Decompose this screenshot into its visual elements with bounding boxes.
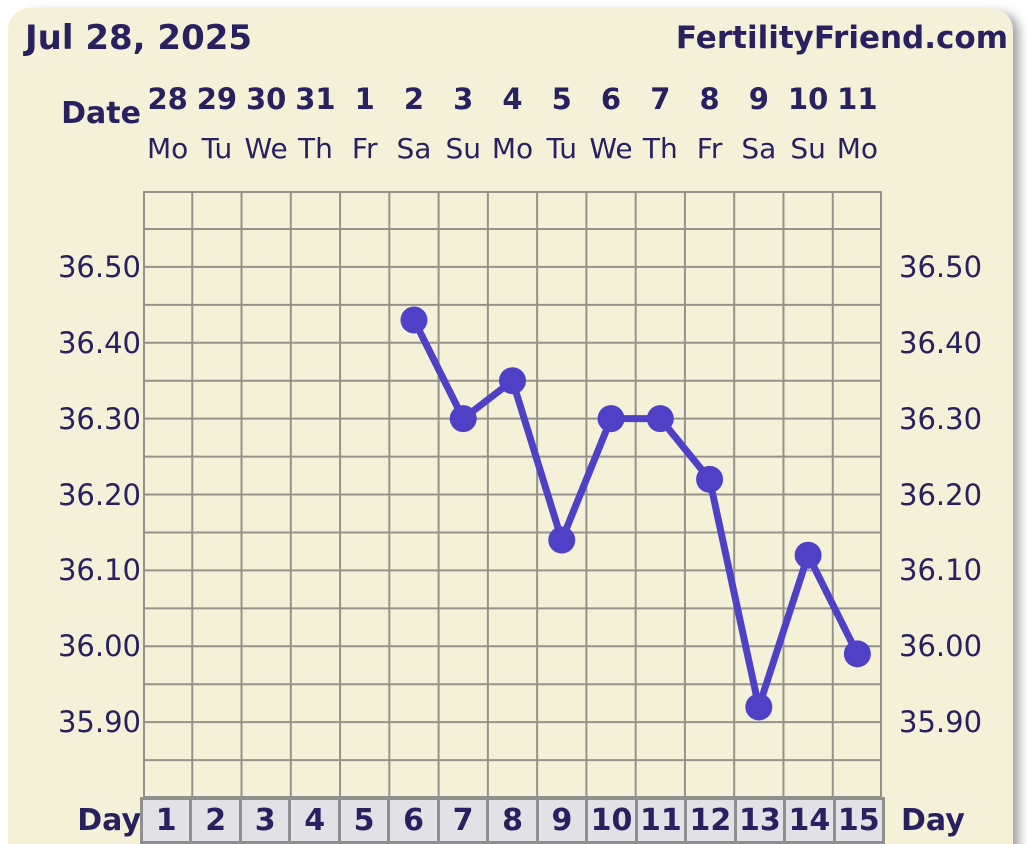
weekday-label: Mo bbox=[491, 132, 534, 165]
weekday-label: Sa bbox=[396, 132, 432, 165]
y-axis-tick-left: 36.10 bbox=[57, 553, 141, 588]
y-axis-tick-left: 36.30 bbox=[57, 401, 141, 436]
date-label: 7 bbox=[650, 82, 671, 116]
date-label: 3 bbox=[453, 82, 474, 116]
temperature-point[interactable] bbox=[597, 405, 625, 433]
weekday-axis-row: Mo Tu We Th Fr Sa Su Mo Tu We Th Fr Sa Su Mo bbox=[143, 132, 882, 165]
y-axis-tick-right: 35.90 bbox=[899, 705, 983, 740]
weekday-label: Tu bbox=[546, 132, 578, 165]
weekday-label: Th bbox=[642, 132, 678, 165]
date-label: 8 bbox=[699, 82, 720, 116]
date-axis-row: 28 29 30 31 1 2 3 4 5 6 7 8 9 10 11 bbox=[143, 82, 882, 116]
date-label: 5 bbox=[551, 82, 572, 116]
day-cell[interactable]: 1 bbox=[140, 797, 193, 844]
temperature-point[interactable] bbox=[400, 306, 428, 334]
weekday-label: Su bbox=[790, 132, 826, 165]
y-axis-tick-right: 36.20 bbox=[899, 477, 983, 512]
weekday-label: Tu bbox=[201, 132, 233, 165]
y-axis-tick-left: 35.90 bbox=[57, 705, 141, 740]
y-axis-tick-right: 36.10 bbox=[899, 553, 983, 588]
chart-card: Jul 28, 2025 FertilityFriend.com Date 28… bbox=[8, 8, 1013, 844]
day-cell[interactable]: 13 bbox=[736, 797, 787, 844]
y-axis-tick-left: 36.00 bbox=[57, 629, 141, 664]
date-label: 29 bbox=[196, 82, 238, 116]
weekday-label: Fr bbox=[696, 132, 723, 165]
weekday-label: We bbox=[589, 132, 633, 165]
site-brand-link[interactable]: FertilityFriend.com bbox=[675, 20, 1008, 56]
date-label: 4 bbox=[502, 82, 523, 116]
weekday-label: Sa bbox=[741, 132, 777, 165]
date-axis-caption: Date bbox=[61, 96, 141, 131]
date-label: 1 bbox=[354, 82, 375, 116]
temperature-point[interactable] bbox=[843, 640, 871, 668]
day-cell[interactable]: 10 bbox=[588, 797, 638, 844]
weekday-label: Fr bbox=[351, 132, 378, 165]
temperature-point[interactable] bbox=[449, 405, 477, 433]
y-axis-tick-right: 36.30 bbox=[899, 401, 983, 436]
day-axis-row: 1 2 3 4 5 6 7 8 9 10 11 12 13 14 15 bbox=[140, 797, 886, 844]
day-cell[interactable]: 2 bbox=[192, 797, 242, 844]
day-cell[interactable]: 5 bbox=[340, 797, 391, 844]
date-label: 2 bbox=[403, 82, 425, 116]
temperature-point[interactable] bbox=[794, 541, 822, 569]
date-label: 30 bbox=[245, 82, 287, 116]
y-axis-tick-left: 36.40 bbox=[57, 325, 141, 360]
day-cell[interactable]: 12 bbox=[687, 797, 737, 844]
y-axis-tick-right: 36.50 bbox=[899, 249, 983, 284]
weekday-label: Mo bbox=[836, 132, 878, 165]
y-axis-tick-left: 36.50 bbox=[57, 249, 141, 284]
date-label: 10 bbox=[787, 82, 829, 116]
weekday-label: Su bbox=[445, 132, 481, 165]
day-cell[interactable]: 3 bbox=[241, 797, 292, 844]
y-axis-tick-left: 36.20 bbox=[57, 477, 141, 512]
temperature-point[interactable] bbox=[745, 693, 773, 721]
day-cell[interactable]: 9 bbox=[538, 797, 589, 844]
day-axis-caption-left: Day bbox=[77, 803, 141, 838]
day-cell[interactable]: 15 bbox=[835, 797, 886, 844]
date-label: 6 bbox=[600, 82, 622, 116]
temperature-point[interactable] bbox=[548, 526, 576, 554]
day-cell[interactable]: 4 bbox=[291, 797, 341, 844]
day-cell[interactable]: 11 bbox=[637, 797, 688, 844]
temperature-line bbox=[410, 316, 861, 711]
temperature-point[interactable] bbox=[696, 465, 724, 493]
temperature-point[interactable] bbox=[646, 405, 674, 433]
date-label: 31 bbox=[295, 82, 336, 116]
weekday-label: Mo bbox=[146, 132, 189, 165]
day-cell[interactable]: 8 bbox=[489, 797, 539, 844]
temperature-point[interactable] bbox=[499, 367, 526, 395]
weekday-label: Th bbox=[298, 132, 333, 165]
day-cell[interactable]: 14 bbox=[786, 797, 836, 844]
y-axis-tick-right: 36.00 bbox=[899, 629, 983, 664]
date-label: 28 bbox=[147, 82, 188, 116]
temperature-line-chart[interactable] bbox=[143, 191, 882, 798]
date-label: 11 bbox=[837, 82, 878, 116]
weekday-label: We bbox=[244, 132, 288, 165]
y-axis-tick-right: 36.40 bbox=[899, 325, 983, 360]
day-cell[interactable]: 7 bbox=[439, 797, 490, 844]
day-cell[interactable]: 6 bbox=[390, 797, 440, 844]
date-label: 9 bbox=[748, 82, 769, 116]
chart-date-title: Jul 28, 2025 bbox=[25, 18, 253, 58]
day-axis-caption-right: Day bbox=[901, 803, 965, 838]
